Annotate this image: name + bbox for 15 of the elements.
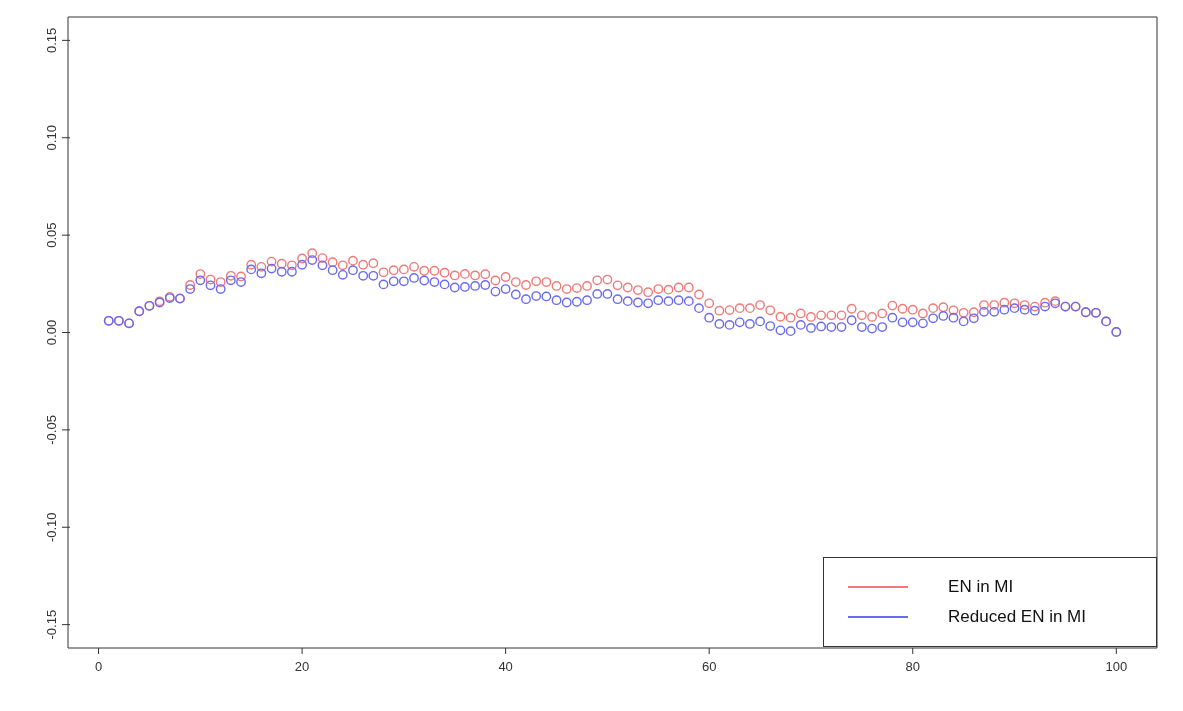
legend-label: EN in MI: [948, 577, 1014, 597]
x-tick-label: 100: [1105, 659, 1128, 675]
y-tick-label: -0.15: [44, 609, 59, 640]
x-tick-label: 40: [498, 659, 513, 675]
y-tick-label: -0.10: [44, 512, 59, 543]
y-tick-label: 0.10: [44, 125, 59, 151]
x-tick-label: 0: [94, 659, 103, 675]
x-tick-label: 60: [701, 659, 717, 675]
x-tick-label: 20: [294, 659, 310, 675]
y-tick-label: 0.05: [44, 222, 59, 248]
y-tick-label: 0.00: [44, 319, 59, 346]
legend-label: Reduced EN in MI: [948, 607, 1086, 627]
x-tick-label: 80: [905, 659, 920, 675]
y-tick-label: 0.15: [44, 27, 59, 54]
y-tick-label: -0.05: [44, 415, 59, 445]
